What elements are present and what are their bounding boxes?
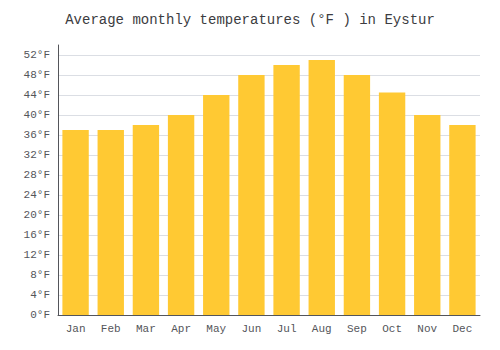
svg-text:52°F: 52°F (24, 49, 50, 61)
svg-text:Dec: Dec (453, 323, 473, 335)
svg-text:Oct: Oct (382, 323, 402, 335)
svg-text:Sep: Sep (347, 323, 367, 335)
svg-text:Jan: Jan (66, 323, 86, 335)
svg-text:4°F: 4°F (30, 289, 50, 301)
svg-text:36°F: 36°F (24, 129, 50, 141)
svg-text:12°F: 12°F (24, 249, 50, 261)
svg-text:Jun: Jun (242, 323, 262, 335)
svg-text:8°F: 8°F (30, 269, 50, 281)
svg-text:Apr: Apr (171, 323, 191, 335)
svg-text:Nov: Nov (417, 323, 437, 335)
svg-text:16°F: 16°F (24, 229, 50, 241)
svg-text:28°F: 28°F (24, 169, 50, 181)
svg-text:Feb: Feb (101, 323, 121, 335)
svg-text:40°F: 40°F (24, 109, 50, 121)
svg-text:May: May (206, 323, 226, 335)
svg-text:Average monthly temperatures (: Average monthly temperatures (°F ) in Ey… (65, 12, 435, 28)
svg-text:24°F: 24°F (24, 189, 50, 201)
svg-text:Mar: Mar (136, 323, 156, 335)
svg-text:20°F: 20°F (24, 209, 50, 221)
svg-text:48°F: 48°F (24, 69, 50, 81)
svg-text:0°F: 0°F (30, 309, 50, 321)
svg-text:Jul: Jul (277, 323, 297, 335)
svg-text:44°F: 44°F (24, 89, 50, 101)
svg-text:32°F: 32°F (24, 149, 50, 161)
svg-text:Aug: Aug (312, 323, 332, 335)
